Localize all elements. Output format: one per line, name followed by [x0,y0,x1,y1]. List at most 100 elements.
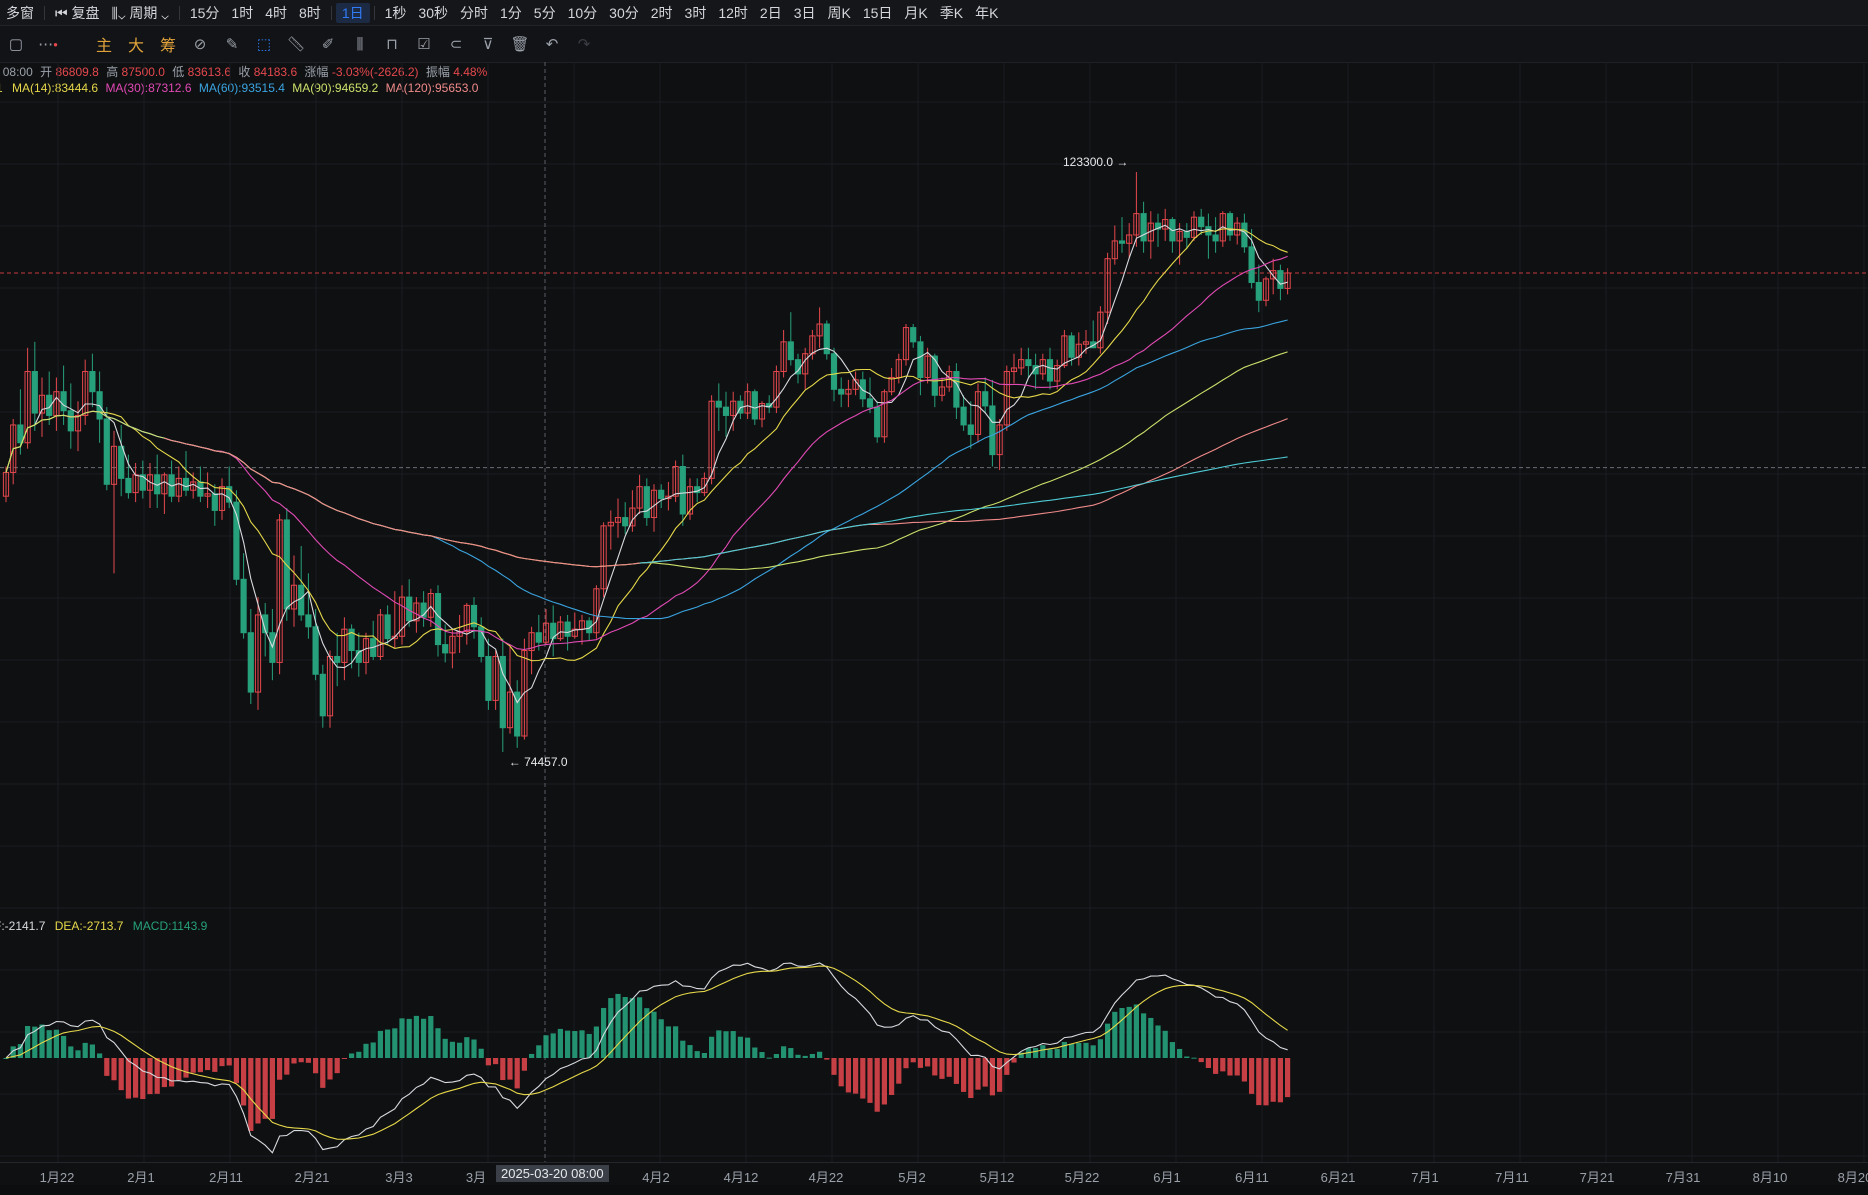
candle-body [1183,230,1190,238]
delete-icon[interactable]: 🗑︎ [510,36,530,53]
period-4[interactable]: 1时 [231,4,254,21]
layout-icon[interactable]: ▢ [8,36,24,53]
macd-bar [1241,1058,1247,1082]
candle-body [1219,213,1226,242]
candlestick-chart[interactable]: 123300.0 → ← 74457.0 [0,62,1868,1162]
candle-body [600,525,607,590]
macd-bar [154,1058,160,1094]
candle-body [449,635,456,654]
candle-body [953,371,960,408]
period-13[interactable]: 10分 [567,4,598,21]
period-14[interactable]: 30分 [609,4,639,21]
candle-body [1154,222,1162,230]
candle-body [902,327,910,361]
candle-body [118,445,125,479]
candle-body [146,474,154,491]
candle-body [1277,270,1284,289]
macd-bar [543,1035,549,1058]
period-5[interactable]: 4时 [265,4,288,21]
chips-button[interactable]: 筹 [159,38,176,55]
select-tool-icon[interactable]: ⬚ [256,36,272,53]
macd-bar [629,998,635,1058]
macd-bar [759,1052,765,1058]
period-17[interactable]: 12时 [718,4,748,21]
period-3[interactable]: 15分 [189,4,220,21]
period-16[interactable]: 3时 [684,4,707,21]
candle-body [478,626,485,657]
more-icon[interactable]: ⋯ ● [38,36,58,53]
macd-bar [68,1046,74,1058]
macd-bar [1249,1058,1255,1094]
period-9[interactable]: 30秒 [418,4,448,21]
period-1[interactable]: ⏮ 复盘 [55,4,100,21]
large-order-button[interactable]: 大 [127,38,144,55]
period-12[interactable]: 5分 [533,4,556,21]
period-2[interactable]: ⫼⌄ 周期 ⌄ [111,4,169,21]
macd-bar [10,1046,16,1058]
candle-body [542,622,550,643]
brush-icon[interactable]: ✎ [225,36,239,53]
candle-body [254,614,262,693]
ma120-value: MA(120):95653.0 [385,81,479,95]
candle-body [211,493,218,511]
macd-bar [615,993,621,1058]
candle-body [38,394,46,414]
macd-dif-line [5,962,1288,1154]
period-0[interactable]: 多窗 [6,4,34,21]
period-8[interactable]: 1秒 [384,4,407,21]
open-label: 开 [40,65,53,79]
pattern-icon[interactable]: ⫼ [356,35,364,53]
filter-icon[interactable]: ⊽ [482,36,494,53]
macd-bar [1162,1030,1168,1058]
magnet-icon[interactable]: ⊂ [449,36,463,53]
indicator-icon[interactable]: ⊘ [193,36,207,53]
candle-body [614,517,622,523]
redo-icon[interactable]: ↷ [577,36,591,53]
macd-bar [75,1050,81,1058]
period-7[interactable]: 1日 [335,2,370,23]
x-tick-label: 2月21 [294,1170,330,1185]
candle-body [233,501,240,580]
undo-icon[interactable]: ↶ [545,36,559,53]
macd-bar [1227,1058,1233,1076]
macd-bar [435,1028,441,1058]
period-23[interactable]: 季K [939,4,964,21]
macd-bar [1169,1042,1175,1058]
period-10[interactable]: 分时 [459,4,488,21]
lock-icon[interactable]: ⊓ [386,36,398,53]
macd-bar [1148,1017,1154,1058]
macd-bar [651,1011,657,1058]
candle-body [622,517,629,527]
macd-bar [889,1058,895,1096]
macd-bar [363,1043,369,1058]
candle-body [665,495,672,500]
macd-bar [3,1058,9,1059]
pen-icon[interactable]: ✐ [321,36,335,53]
period-24[interactable]: 年K [975,4,999,21]
period-21[interactable]: 15日 [862,4,893,21]
macd-bar [867,1058,873,1103]
candle-body [442,644,449,654]
period-19[interactable]: 3日 [793,4,816,21]
ma5-line [5,224,1288,704]
ruler-icon[interactable]: 📏︎ [286,36,306,53]
candle-body [866,398,874,408]
period-18[interactable]: 2日 [759,4,782,21]
main-indicator-button[interactable]: 主 [95,38,112,55]
template-icon[interactable]: ☑ [417,36,431,53]
macd-bar [860,1058,866,1099]
period-11[interactable]: 1分 [499,4,522,21]
close-label: 收 [238,65,251,79]
period-6[interactable]: 8时 [299,4,321,21]
candle-body [24,371,31,444]
candle-body [535,632,542,643]
candle-body [262,614,269,634]
candle-body [607,521,614,527]
period-22[interactable]: 月K [904,4,928,21]
candle-body [521,650,528,737]
macd-bar [572,1031,578,1058]
macd-bar [608,998,614,1058]
period-20[interactable]: 周K [827,4,851,21]
period-15[interactable]: 2时 [650,4,673,21]
candle-body [996,424,1003,456]
